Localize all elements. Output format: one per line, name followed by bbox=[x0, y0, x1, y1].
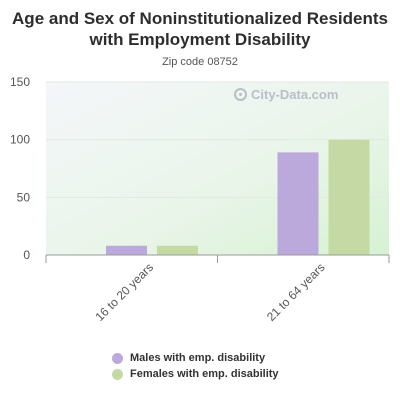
chart-subtitle: Zip code 08752 bbox=[162, 56, 238, 68]
magnifier-icon bbox=[234, 88, 247, 101]
legend-swatch-males bbox=[112, 352, 123, 364]
x-tick-label: 16 to 20 years bbox=[92, 260, 156, 324]
bar-males bbox=[277, 152, 319, 255]
watermark: City-Data.com bbox=[234, 87, 338, 102]
legend: Males with emp. disability Females with … bbox=[112, 350, 279, 382]
legend-item-females: Females with emp. disability bbox=[112, 366, 279, 382]
y-tick-label: 100 bbox=[10, 133, 30, 147]
legend-label-males: Males with emp. disability bbox=[130, 352, 266, 364]
bar-females bbox=[157, 245, 198, 255]
bar-females bbox=[328, 139, 370, 255]
y-tick-label: 150 bbox=[10, 75, 30, 89]
legend-item-males: Males with emp. disability bbox=[112, 350, 279, 366]
y-tick-label: 0 bbox=[23, 248, 30, 262]
legend-swatch-females bbox=[112, 368, 123, 380]
chart-title: Age and Sex of Noninstitutionalized Resi… bbox=[12, 9, 388, 49]
y-tick-label: 50 bbox=[17, 190, 31, 204]
watermark-text: City-Data.com bbox=[251, 87, 339, 102]
x-tick-label: 21 to 64 years bbox=[264, 260, 328, 324]
legend-label-females: Females with emp. disability bbox=[130, 368, 279, 380]
bar-males bbox=[106, 245, 147, 255]
